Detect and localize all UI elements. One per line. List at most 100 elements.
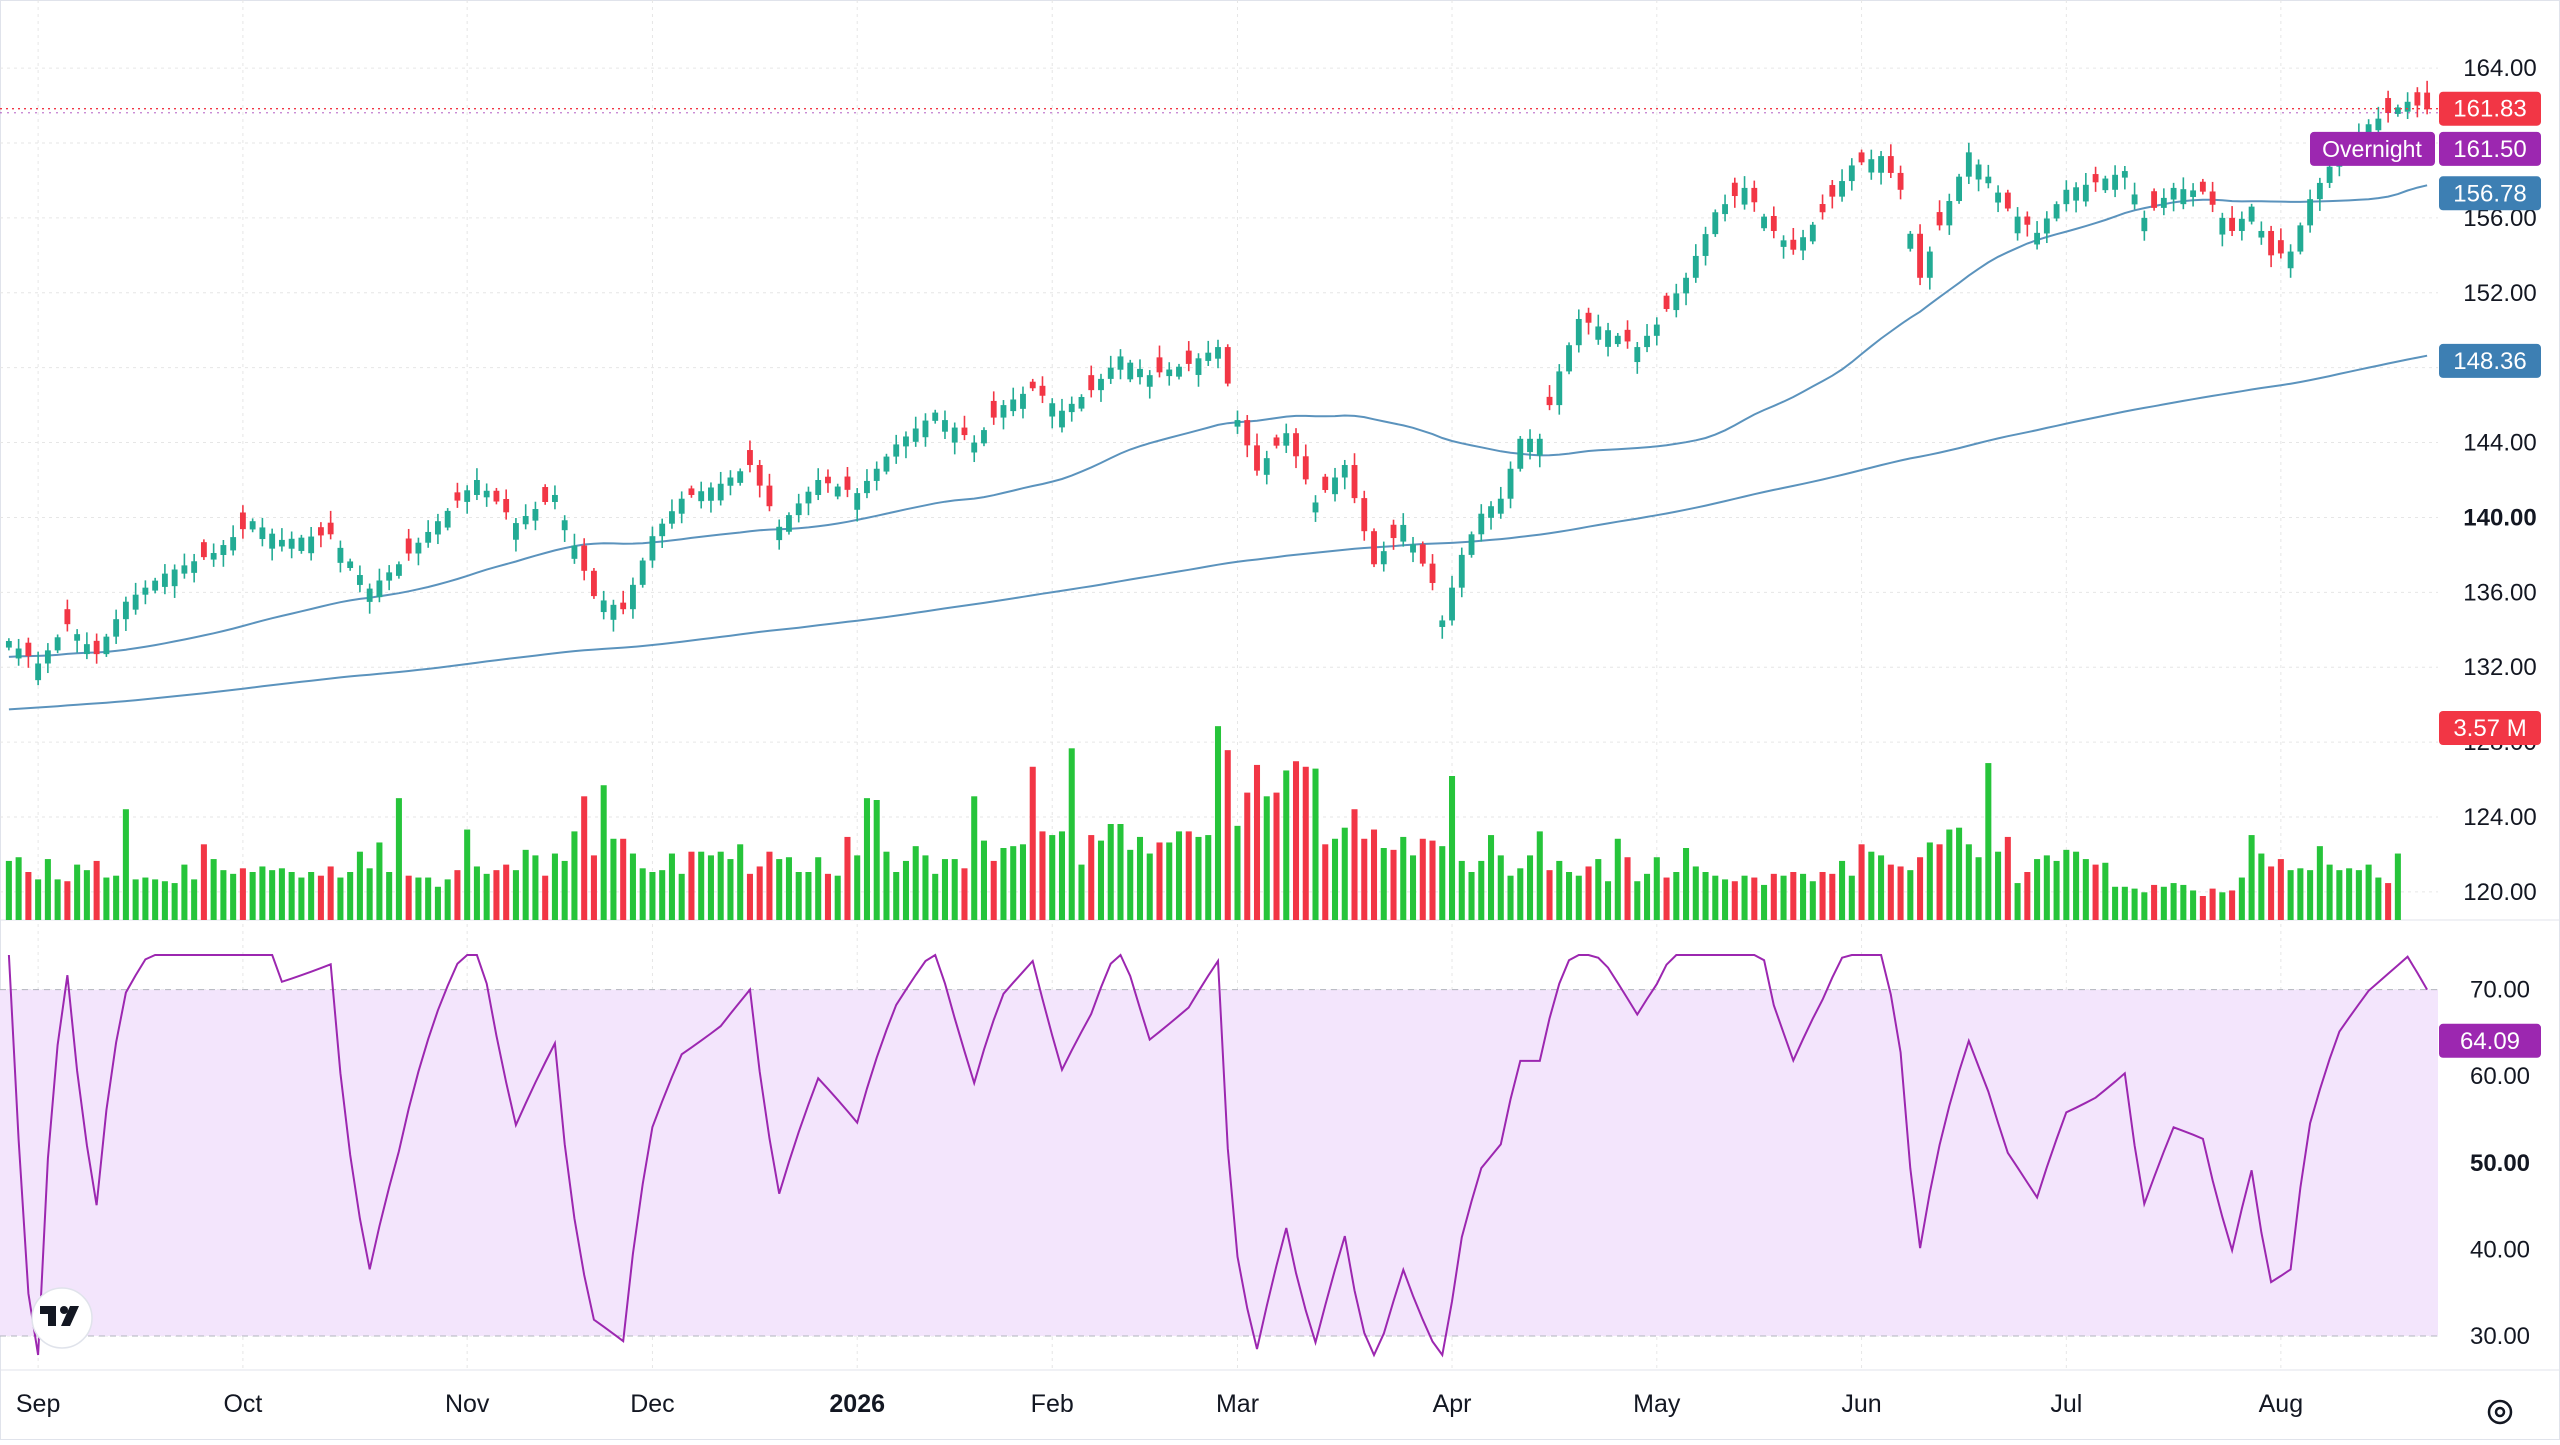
volume-bar xyxy=(288,872,295,920)
candle xyxy=(1722,194,1728,222)
tradingview-logo-icon[interactable] xyxy=(31,1287,93,1349)
candle-body xyxy=(54,637,61,651)
candle-body xyxy=(113,619,120,637)
candle-body xyxy=(1614,335,1621,345)
candle xyxy=(5,638,12,651)
candle-body xyxy=(2141,217,2148,232)
volume-bar xyxy=(473,866,480,920)
overnight-label-bg xyxy=(2310,131,2435,166)
candle xyxy=(844,466,851,498)
volume-bar xyxy=(951,859,958,920)
volume-bar xyxy=(1478,860,1485,920)
volume-bar xyxy=(1839,860,1846,920)
time-axis[interactable]: Sep Oct Nov Dec 2026 Feb Mar Apr May Jun Jul Aug xyxy=(16,1390,2303,1418)
candle xyxy=(269,528,276,561)
candle-body xyxy=(356,575,363,585)
volume-bar xyxy=(1926,842,1933,920)
time-axis-label: Jul xyxy=(2050,1390,2082,1418)
candle xyxy=(1488,501,1494,530)
candle-body xyxy=(581,545,588,571)
candle xyxy=(834,483,841,500)
candle xyxy=(1546,385,1553,411)
candle-body xyxy=(1683,277,1689,294)
volume-bar xyxy=(152,879,159,920)
candle xyxy=(259,517,266,547)
candle xyxy=(1702,226,1709,266)
candle-body xyxy=(1478,513,1485,535)
candle xyxy=(688,485,695,498)
candle-body xyxy=(1946,201,1953,226)
candle xyxy=(571,533,578,564)
candle xyxy=(620,590,627,615)
candle xyxy=(2209,181,2216,213)
volume-bar xyxy=(1683,848,1690,920)
candle-body xyxy=(1322,476,1329,490)
candle-body xyxy=(756,465,763,486)
candle-body xyxy=(864,480,870,494)
volume-bar xyxy=(1897,866,1904,920)
candle-body xyxy=(2268,230,2275,256)
volume-bar xyxy=(132,879,139,920)
candle-body xyxy=(1741,187,1748,205)
candle xyxy=(513,518,519,552)
candle-body xyxy=(981,430,987,444)
volume-bar xyxy=(1566,872,1573,920)
candle xyxy=(1156,345,1163,378)
overnight-label-text: Overnight xyxy=(2322,136,2422,162)
rsi-axis[interactable]: 30.00 40.00 50.00 60.00 70.00 xyxy=(2470,977,2530,1350)
candle-body xyxy=(1985,176,1992,184)
volume-bar xyxy=(2112,886,2119,920)
candle xyxy=(1088,365,1095,398)
candle xyxy=(2092,166,2099,192)
candle-body xyxy=(1858,152,1865,163)
candle-body xyxy=(1429,563,1436,583)
candle xyxy=(171,564,178,598)
candle xyxy=(1059,398,1065,433)
candle xyxy=(942,410,948,439)
candle xyxy=(1312,495,1319,522)
candle xyxy=(2063,180,2070,212)
candle-body xyxy=(1790,239,1797,250)
candle xyxy=(347,558,354,571)
candle-body xyxy=(152,580,159,591)
volume-bar xyxy=(1488,835,1495,920)
candle-body xyxy=(1517,438,1524,469)
candle-body xyxy=(659,523,666,537)
gear-icon[interactable] xyxy=(2487,1399,2513,1425)
candle-body xyxy=(366,588,373,602)
price-axis-tick-label: 164.00 xyxy=(2463,55,2536,82)
volume-bar xyxy=(181,864,188,920)
candle xyxy=(230,525,237,556)
volume-bar xyxy=(1156,842,1163,920)
volume-bar xyxy=(1770,873,1777,920)
time-axis-label: May xyxy=(1633,1390,1681,1418)
volume-bar xyxy=(590,855,597,920)
candle xyxy=(2277,228,2284,259)
volume-bar xyxy=(551,853,558,920)
candle-body xyxy=(951,427,958,443)
candle xyxy=(864,469,870,499)
last-price-tag-bg xyxy=(2439,91,2541,126)
time-axis-label: Dec xyxy=(630,1390,674,1418)
candle xyxy=(1166,362,1173,386)
candle-body xyxy=(600,600,607,613)
candle xyxy=(1010,387,1017,417)
volume-bar xyxy=(971,796,978,920)
candle-body xyxy=(1653,324,1660,336)
candle xyxy=(854,488,861,522)
volume-bar xyxy=(639,868,646,920)
volume-bar xyxy=(756,866,763,920)
volume-bar xyxy=(171,883,178,920)
candle xyxy=(1234,410,1241,434)
volume-bar xyxy=(74,864,81,920)
candle-body xyxy=(1917,233,1923,278)
candle xyxy=(122,596,129,631)
volume-bar xyxy=(493,870,500,920)
candle-body xyxy=(1371,531,1377,565)
candle-body xyxy=(2131,194,2138,205)
candle xyxy=(727,470,734,496)
ma-fast-tag-text: 156.78 xyxy=(2453,180,2526,207)
candle xyxy=(1780,235,1787,259)
